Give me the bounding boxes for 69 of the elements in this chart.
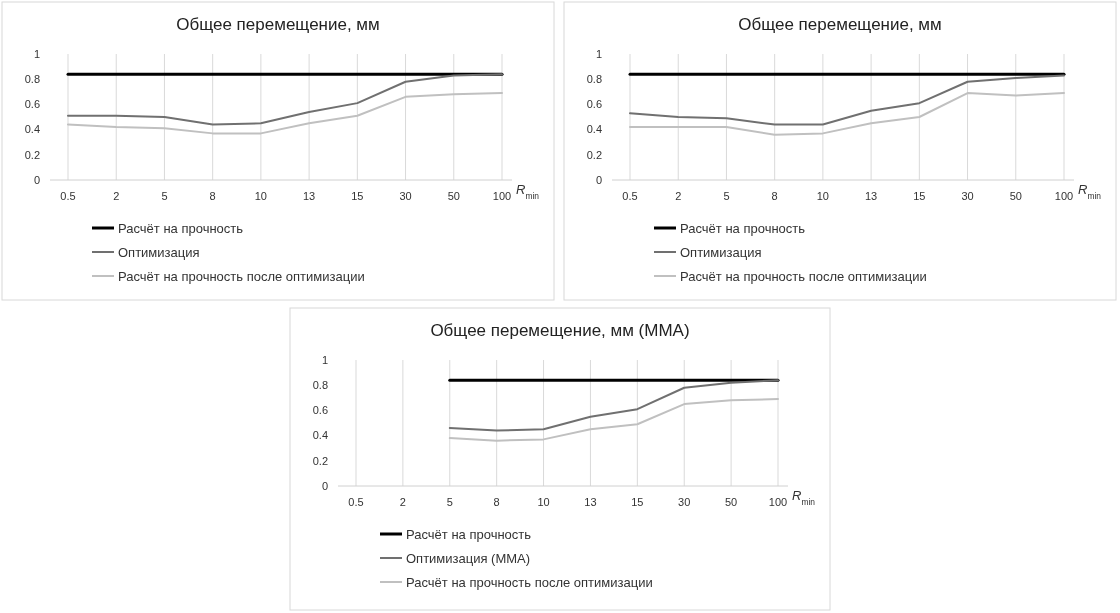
x-tick-label: 8 xyxy=(209,190,216,202)
y-tick-label: 0.2 xyxy=(586,148,602,161)
y-tick-label: 0.8 xyxy=(586,73,602,86)
legend-label: Расчёт на прочность xyxy=(118,220,244,236)
line-series xyxy=(67,73,503,126)
y-tick-label: 0.6 xyxy=(586,98,602,111)
x-axis-title: R$_{min}$ xyxy=(1078,182,1102,201)
x-axis-title: R$_{min}$ xyxy=(792,488,816,507)
y-tick-label: 0.6 xyxy=(24,98,40,111)
x-tick-label: 15 xyxy=(351,190,364,202)
x-tick-label: 30 xyxy=(399,190,412,202)
x-tick-label: 10 xyxy=(537,496,550,508)
legend-label: Расчёт на прочность xyxy=(680,220,806,236)
y-tick-label: 1 xyxy=(33,47,40,60)
x-tick-label: 30 xyxy=(961,190,974,202)
legend-label: Расчёт на прочность xyxy=(406,526,532,542)
legend-label: Расчёт на прочность после оптимизации xyxy=(406,574,653,590)
x-tick-label: 15 xyxy=(631,496,644,508)
x-tick-label: 50 xyxy=(724,496,738,508)
legend-label: Оптимизация xyxy=(118,244,200,260)
x-tick-label: 10 xyxy=(254,190,268,202)
x-tick-label: 50 xyxy=(1009,190,1022,202)
x-tick-label: 15 xyxy=(913,190,926,202)
x-tick-label: 13 xyxy=(302,190,316,202)
x-tick-label: 50 xyxy=(447,190,460,202)
x-axis-title: R$_{min}$ xyxy=(516,182,540,201)
x-tick-label: 0.5 xyxy=(60,190,76,202)
legend-label: Оптимизация (MMA) xyxy=(406,550,531,566)
legend-label: Оптимизация xyxy=(680,244,762,260)
x-tick-label: 0.5 xyxy=(622,190,638,202)
x-tick-label: 8 xyxy=(771,190,778,202)
legend-label: Расчёт на прочность после оптимизации xyxy=(680,268,927,284)
line-series xyxy=(629,74,1065,126)
chart-title: Общее перемещение, мм (MMA) xyxy=(430,321,690,340)
x-tick-label: 5 xyxy=(723,190,730,202)
x-tick-label: 10 xyxy=(816,190,830,202)
x-tick-label: 100 xyxy=(1054,190,1074,202)
y-tick-label: 0 xyxy=(595,173,602,186)
x-tick-label: 0.5 xyxy=(348,496,364,508)
x-tick-label: 2 xyxy=(675,190,682,202)
line-series xyxy=(67,92,503,135)
x-tick-label: 5 xyxy=(161,190,168,202)
x-tick-label: 2 xyxy=(113,190,120,202)
y-tick-label: 0.8 xyxy=(24,73,40,86)
y-tick-label: 0.6 xyxy=(312,404,328,417)
x-tick-label: 100 xyxy=(492,190,512,202)
y-tick-label: 0.4 xyxy=(586,123,602,136)
y-tick-label: 0 xyxy=(33,173,40,186)
x-tick-label: 5 xyxy=(446,496,453,508)
x-tick-label: 8 xyxy=(493,496,500,508)
x-tick-label: 13 xyxy=(584,496,597,508)
line-series xyxy=(448,379,779,432)
y-tick-label: 0.4 xyxy=(24,123,40,136)
line-series xyxy=(448,398,779,442)
legend-label: Расчёт на прочность после оптимизации xyxy=(118,268,365,284)
chart-title: Общее перемещение, мм xyxy=(738,15,942,34)
y-tick-label: 1 xyxy=(595,47,602,60)
y-tick-label: 0.2 xyxy=(24,148,40,161)
chart-title: Общее перемещение, мм xyxy=(176,15,380,34)
y-tick-label: 1 xyxy=(321,353,328,366)
line-series xyxy=(629,92,1065,136)
x-tick-label: 30 xyxy=(678,496,691,508)
y-tick-label: 0 xyxy=(321,479,328,492)
x-tick-label: 2 xyxy=(399,496,406,508)
x-tick-label: 13 xyxy=(864,190,878,202)
y-tick-label: 0.8 xyxy=(312,379,328,392)
x-tick-label: 100 xyxy=(768,496,788,508)
y-tick-label: 0.2 xyxy=(312,454,328,467)
y-tick-label: 0.4 xyxy=(312,429,328,442)
